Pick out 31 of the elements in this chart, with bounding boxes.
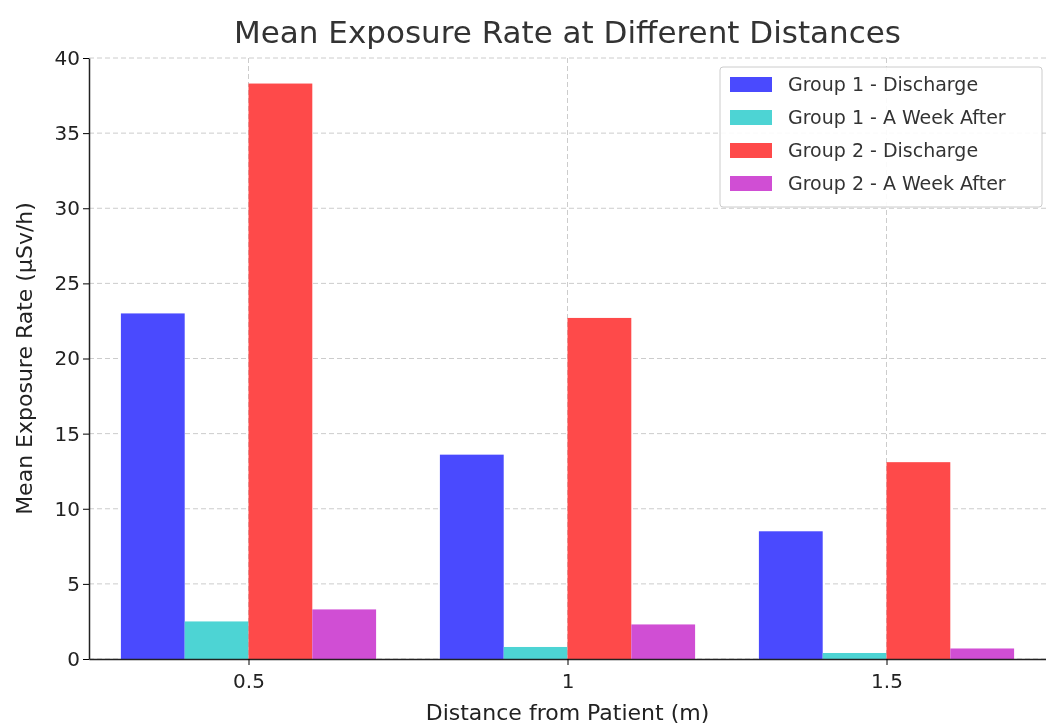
y-tick-label: 30 [54,196,80,221]
bar [503,646,568,659]
y-tick-label: 15 [54,421,80,446]
bar [822,652,887,659]
bar [886,462,951,659]
x-tick-label: 0.5 [233,669,265,693]
x-axis-title: Distance from Patient (m) [425,700,710,725]
bar [312,609,377,659]
y-tick-label: 35 [54,121,80,146]
y-tick-label: 25 [54,271,80,296]
legend-label: Group 1 - A Week After [788,106,1006,128]
y-tick-label: 40 [54,45,80,70]
y-axis-title: Mean Exposure Rate (µSv/h) [12,202,37,515]
y-tick-label: 5 [67,571,80,596]
bar [439,454,504,659]
bar [120,313,185,659]
bar [950,648,1015,659]
bar [184,621,249,659]
bar [758,531,823,659]
bar [248,83,313,659]
chart-title: Mean Exposure Rate at Different Distances [233,14,902,50]
legend-label: Group 1 - Discharge [788,73,979,95]
bar [567,317,632,659]
legend-label: Group 2 - Discharge [788,139,979,161]
legend-label: Group 2 - A Week After [788,172,1006,194]
x-tick-label: 1.5 [871,669,903,693]
x-tick-label: 1 [561,669,575,693]
y-tick-label: 10 [54,496,80,521]
y-tick-label: 0 [67,646,80,671]
bar [631,624,696,659]
y-tick-label: 20 [54,346,80,371]
